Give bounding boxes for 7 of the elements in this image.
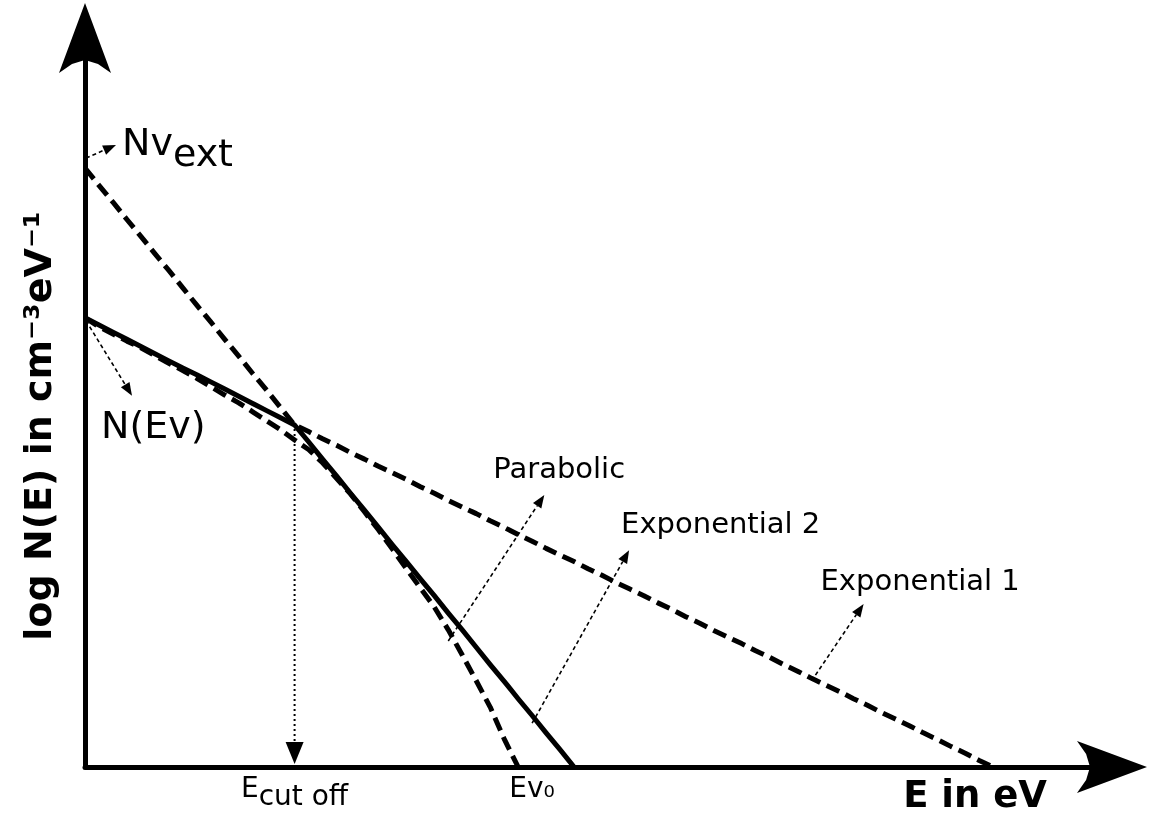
text: Parabolic <box>493 450 626 485</box>
x-tick-label: Ev₀ <box>509 771 555 804</box>
x-axis-title: E in eV <box>903 773 1048 815</box>
y-axis-title: log N(E) in cm⁻³eV⁻¹ <box>16 211 60 641</box>
text: Exponential 1 <box>820 562 1020 597</box>
text: Exponential 2 <box>621 506 821 541</box>
annotation: N(Ev) <box>101 402 206 447</box>
